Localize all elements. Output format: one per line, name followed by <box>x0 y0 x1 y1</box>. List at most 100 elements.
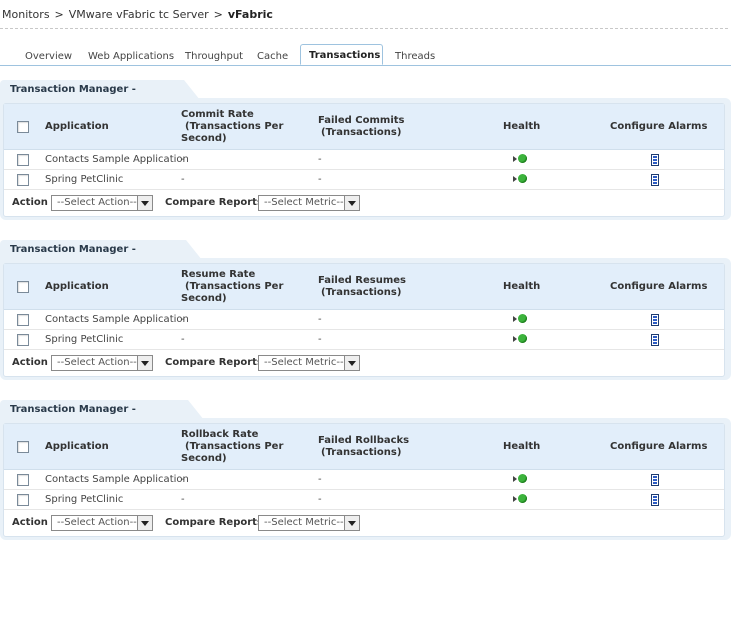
configure-alarm-icon[interactable] <box>651 334 659 346</box>
compare-reports-label: Compare Reports <box>165 357 263 368</box>
select-all-checkbox[interactable] <box>17 281 29 293</box>
action-select-value: --Select Action-- <box>57 517 137 528</box>
action-select[interactable]: --Select Action-- <box>51 355 153 371</box>
breadcrumb-divider <box>0 28 728 29</box>
breadcrumb-separator: > <box>54 8 64 21</box>
col-rate[interactable]: Commit Rate (Transactions Per Second) <box>181 109 283 145</box>
row-checkbox[interactable] <box>17 314 29 326</box>
row-checkbox[interactable] <box>17 334 29 346</box>
section-header: Transaction Manager - Resumes <box>0 240 731 275</box>
failed-value: - <box>318 154 322 165</box>
health-ok-icon[interactable] <box>513 494 527 504</box>
metric-select-value: --Select Metric-- <box>264 357 344 368</box>
chevron-down-icon[interactable] <box>344 356 359 370</box>
chevron-down-icon[interactable] <box>137 356 152 370</box>
action-select[interactable]: --Select Action-- <box>51 515 153 531</box>
table-row: Spring PetClinic - - <box>4 170 724 190</box>
metric-select[interactable]: --Select Metric-- <box>258 515 360 531</box>
row-checkbox[interactable] <box>17 494 29 506</box>
table-row: Contacts Sample Application - - <box>4 150 724 170</box>
col-health: Health <box>503 121 541 132</box>
application-name[interactable]: Spring PetClinic <box>45 174 124 185</box>
col-configure-alarms: Configure Alarms <box>610 281 708 292</box>
application-name[interactable]: Contacts Sample Application <box>45 314 189 325</box>
metric-select[interactable]: --Select Metric-- <box>258 355 360 371</box>
table-row: Spring PetClinic - - <box>4 330 724 350</box>
col-rate-line3: Second) <box>181 133 227 144</box>
breadcrumb-tc-server[interactable]: VMware vFabric tc Server <box>68 8 209 21</box>
compare-reports-label: Compare Reports <box>165 517 263 528</box>
action-select[interactable]: --Select Action-- <box>51 195 153 211</box>
action-bar: Action --Select Action-- Compare Reports… <box>4 190 724 216</box>
health-ok-icon[interactable] <box>513 154 527 164</box>
select-all-checkbox[interactable] <box>17 121 29 133</box>
tab-cache[interactable]: Cache <box>257 51 289 62</box>
rate-value: - <box>181 334 185 345</box>
health-ok-icon[interactable] <box>513 474 527 484</box>
tab-throughput[interactable]: Throughput <box>185 51 244 62</box>
metric-select[interactable]: --Select Metric-- <box>258 195 360 211</box>
col-configure-alarms: Configure Alarms <box>610 441 708 452</box>
breadcrumb-current: vFabric <box>227 8 273 21</box>
action-select-value: --Select Action-- <box>57 357 137 368</box>
application-name[interactable]: Contacts Sample Application <box>45 474 189 485</box>
failed-value: - <box>318 314 322 325</box>
action-label: Action <box>12 357 48 368</box>
health-ok-icon[interactable] <box>513 174 527 184</box>
tab-threads[interactable]: Threads <box>395 51 436 62</box>
health-ok-icon[interactable] <box>513 334 527 344</box>
breadcrumb-monitors[interactable]: Monitors <box>2 8 50 21</box>
tab-overview[interactable]: Overview <box>25 51 73 62</box>
application-name[interactable]: Spring PetClinic <box>45 494 124 505</box>
configure-alarm-icon[interactable] <box>651 154 659 166</box>
col-health: Health <box>503 441 541 452</box>
col-failed-line2: (Transactions) <box>321 287 402 298</box>
configure-alarm-icon[interactable] <box>651 474 659 486</box>
table-row: Spring PetClinic - - <box>4 490 724 510</box>
row-checkbox[interactable] <box>17 174 29 186</box>
tab-transactions[interactable]: Transactions <box>300 44 383 65</box>
table-row: Contacts Sample Application - - <box>4 310 724 330</box>
section-header: Transaction Manager - Commits <box>0 80 731 115</box>
row-checkbox[interactable] <box>17 474 29 486</box>
table-header: Application Resume Rate (Transactions Pe… <box>4 264 724 310</box>
health-ok-icon[interactable] <box>513 314 527 324</box>
col-rate-line3: Second) <box>181 453 227 464</box>
chevron-down-icon[interactable] <box>137 516 152 530</box>
application-name[interactable]: Contacts Sample Application <box>45 154 189 165</box>
action-label: Action <box>12 197 48 208</box>
application-name[interactable]: Spring PetClinic <box>45 334 124 345</box>
section-body: Application Rollback Rate (Transactions … <box>0 418 731 540</box>
tab-web-applications[interactable]: Web Applications <box>88 51 175 62</box>
col-configure-alarms: Configure Alarms <box>610 121 708 132</box>
metric-select-value: --Select Metric-- <box>264 517 344 528</box>
col-failed[interactable]: Failed Resumes (Transactions) <box>318 275 406 299</box>
col-rate[interactable]: Rollback Rate (Transactions Per Second) <box>181 429 283 465</box>
col-application[interactable]: Application <box>45 441 109 452</box>
configure-alarm-icon[interactable] <box>651 174 659 186</box>
col-failed-line2: (Transactions) <box>321 127 402 138</box>
col-application[interactable]: Application <box>45 121 109 132</box>
compare-reports-label: Compare Reports <box>165 197 263 208</box>
select-all-checkbox[interactable] <box>17 441 29 453</box>
col-failed-line1: Failed Commits <box>318 115 405 126</box>
metric-select-value: --Select Metric-- <box>264 197 344 208</box>
chevron-down-icon[interactable] <box>137 196 152 210</box>
action-bar: Action --Select Action-- Compare Reports… <box>4 510 724 536</box>
table-header: Application Commit Rate (Transactions Pe… <box>4 104 724 150</box>
col-rate-line1: Rollback Rate <box>181 429 259 440</box>
col-failed[interactable]: Failed Rollbacks (Transactions) <box>318 435 409 459</box>
row-checkbox[interactable] <box>17 154 29 166</box>
col-application[interactable]: Application <box>45 281 109 292</box>
col-rate[interactable]: Resume Rate (Transactions Per Second) <box>181 269 283 305</box>
chevron-down-icon[interactable] <box>344 196 359 210</box>
chevron-down-icon[interactable] <box>344 516 359 530</box>
col-failed-line2: (Transactions) <box>321 447 402 458</box>
configure-alarm-icon[interactable] <box>651 314 659 326</box>
col-health: Health <box>503 281 541 292</box>
configure-alarm-icon[interactable] <box>651 494 659 506</box>
table-header: Application Rollback Rate (Transactions … <box>4 424 724 470</box>
col-failed[interactable]: Failed Commits (Transactions) <box>318 115 404 139</box>
action-label: Action <box>12 517 48 528</box>
rate-value: - <box>181 174 185 185</box>
